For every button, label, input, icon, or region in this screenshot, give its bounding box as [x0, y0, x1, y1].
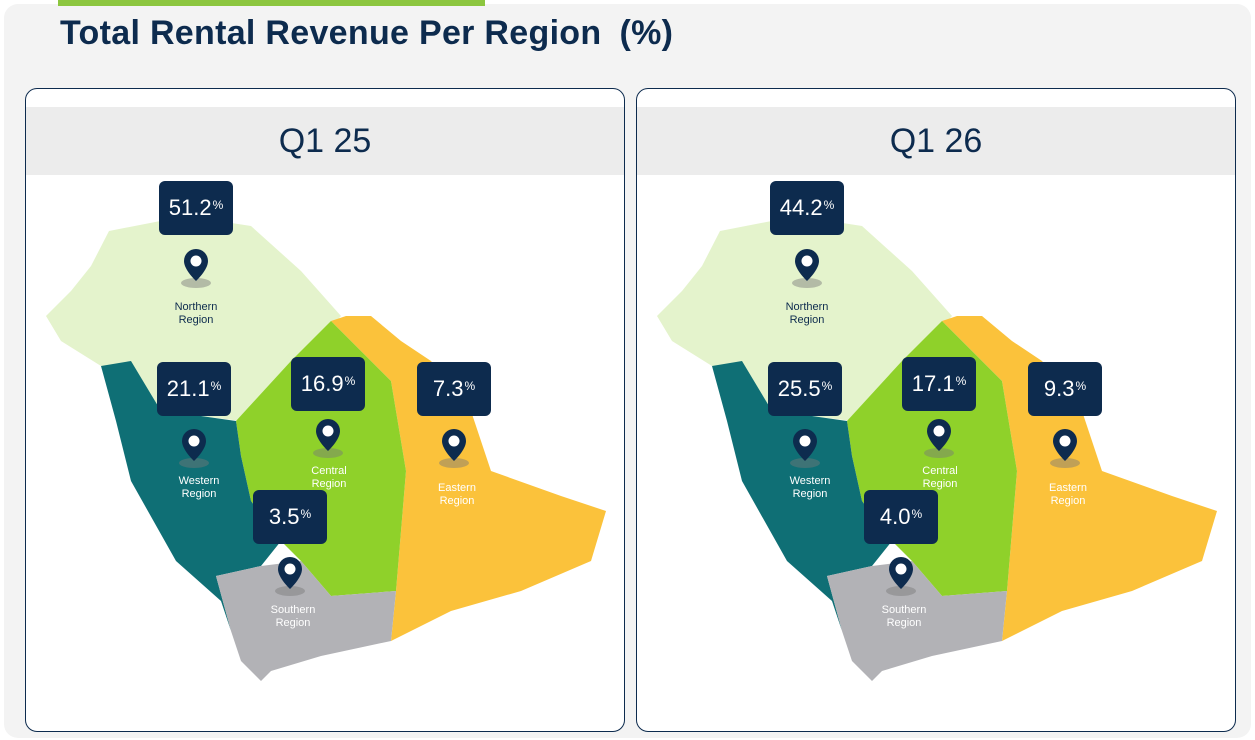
pin-dot [895, 563, 907, 575]
region-unit: % [210, 379, 222, 393]
value-box: 3.5% [253, 490, 327, 544]
region-name: Southern Region [881, 604, 927, 629]
southern-area [216, 561, 396, 681]
region-name: Northern Region [174, 301, 218, 326]
western-area [712, 361, 892, 631]
pin [275, 557, 305, 596]
title-unit: (%) [619, 14, 674, 52]
page-title: Total Rental Revenue Per Region (%) [60, 14, 673, 53]
region-name: Central Region [311, 465, 347, 490]
region-unit: % [464, 379, 476, 393]
region-value: 4.0 [879, 504, 911, 529]
pin-dot [1059, 435, 1071, 447]
pin [886, 557, 916, 596]
pin-dot [284, 563, 296, 575]
value-box: 9.3% [1028, 362, 1102, 416]
region-unit: % [955, 374, 967, 388]
pin-dot [933, 425, 945, 437]
pin-shadow [792, 278, 822, 288]
region-value: 25.5 [777, 376, 821, 401]
region-name: Northern Region [785, 301, 829, 326]
region-name: Western Region [178, 475, 220, 500]
pin-shadow [313, 448, 343, 458]
eastern-area [331, 316, 606, 641]
region-value: 17.1 [911, 371, 955, 396]
region-unit: % [911, 507, 923, 521]
pin [181, 249, 211, 288]
pin-dot [190, 255, 202, 267]
value-box: 51.2% [159, 181, 233, 235]
value-box: 44.2% [770, 181, 844, 235]
region-value: 16.9 [300, 371, 344, 396]
accent-bar [58, 0, 485, 6]
value-box: 25.5% [768, 362, 842, 416]
pin [792, 249, 822, 288]
value-box: 7.3% [417, 362, 491, 416]
pin-shadow [924, 448, 954, 458]
panel-header: Q1 26 [637, 107, 1235, 175]
panel-header: Q1 25 [26, 107, 624, 175]
region-panel: Q1 26 44.2% Northern Region 25.5% Western Re… [636, 88, 1236, 732]
region-name: Central Region [922, 465, 958, 490]
pin [790, 429, 820, 468]
region-unit: % [212, 198, 224, 212]
region-value: 44.2 [779, 195, 823, 220]
region-unit: % [1075, 379, 1087, 393]
region-value: 7.3 [432, 376, 464, 401]
southern-area [827, 561, 1007, 681]
pin-shadow [275, 586, 305, 596]
pin-dot [322, 425, 334, 437]
pin [1050, 429, 1080, 468]
western-area [101, 361, 281, 631]
region-unit: % [300, 507, 312, 521]
region-unit: % [821, 379, 833, 393]
title-text: Total Rental Revenue Per Region [60, 14, 602, 52]
pin-dot [448, 435, 460, 447]
region-name: Eastern Region [438, 482, 476, 507]
region-unit: % [344, 374, 356, 388]
region-value: 51.2 [168, 195, 212, 220]
pin-shadow [439, 458, 469, 468]
pin-dot [188, 435, 200, 447]
region-unit: % [823, 198, 835, 212]
region-panel: Q1 25 51.2% Northern Region 21.1% Western Re… [25, 88, 625, 732]
pin-shadow [181, 278, 211, 288]
eastern-area [942, 316, 1217, 641]
region-name: Western Region [789, 475, 831, 500]
value-box: 17.1% [902, 357, 976, 411]
pin-dot [799, 435, 811, 447]
region-name: Eastern Region [1049, 482, 1087, 507]
map [46, 216, 606, 681]
region-value: 21.1 [166, 376, 210, 401]
pin-shadow [790, 458, 820, 468]
value-box: 16.9% [291, 357, 365, 411]
pin [439, 429, 469, 468]
pin-shadow [886, 586, 916, 596]
region-value: 9.3 [1043, 376, 1075, 401]
region-name: Southern Region [270, 604, 316, 629]
pin [924, 419, 954, 458]
value-box: 21.1% [157, 362, 231, 416]
pin [179, 429, 209, 468]
pin-dot [801, 255, 813, 267]
region-value: 3.5 [268, 504, 300, 529]
value-box: 4.0% [864, 490, 938, 544]
pin-shadow [1050, 458, 1080, 468]
pin-shadow [179, 458, 209, 468]
pin [313, 419, 343, 458]
